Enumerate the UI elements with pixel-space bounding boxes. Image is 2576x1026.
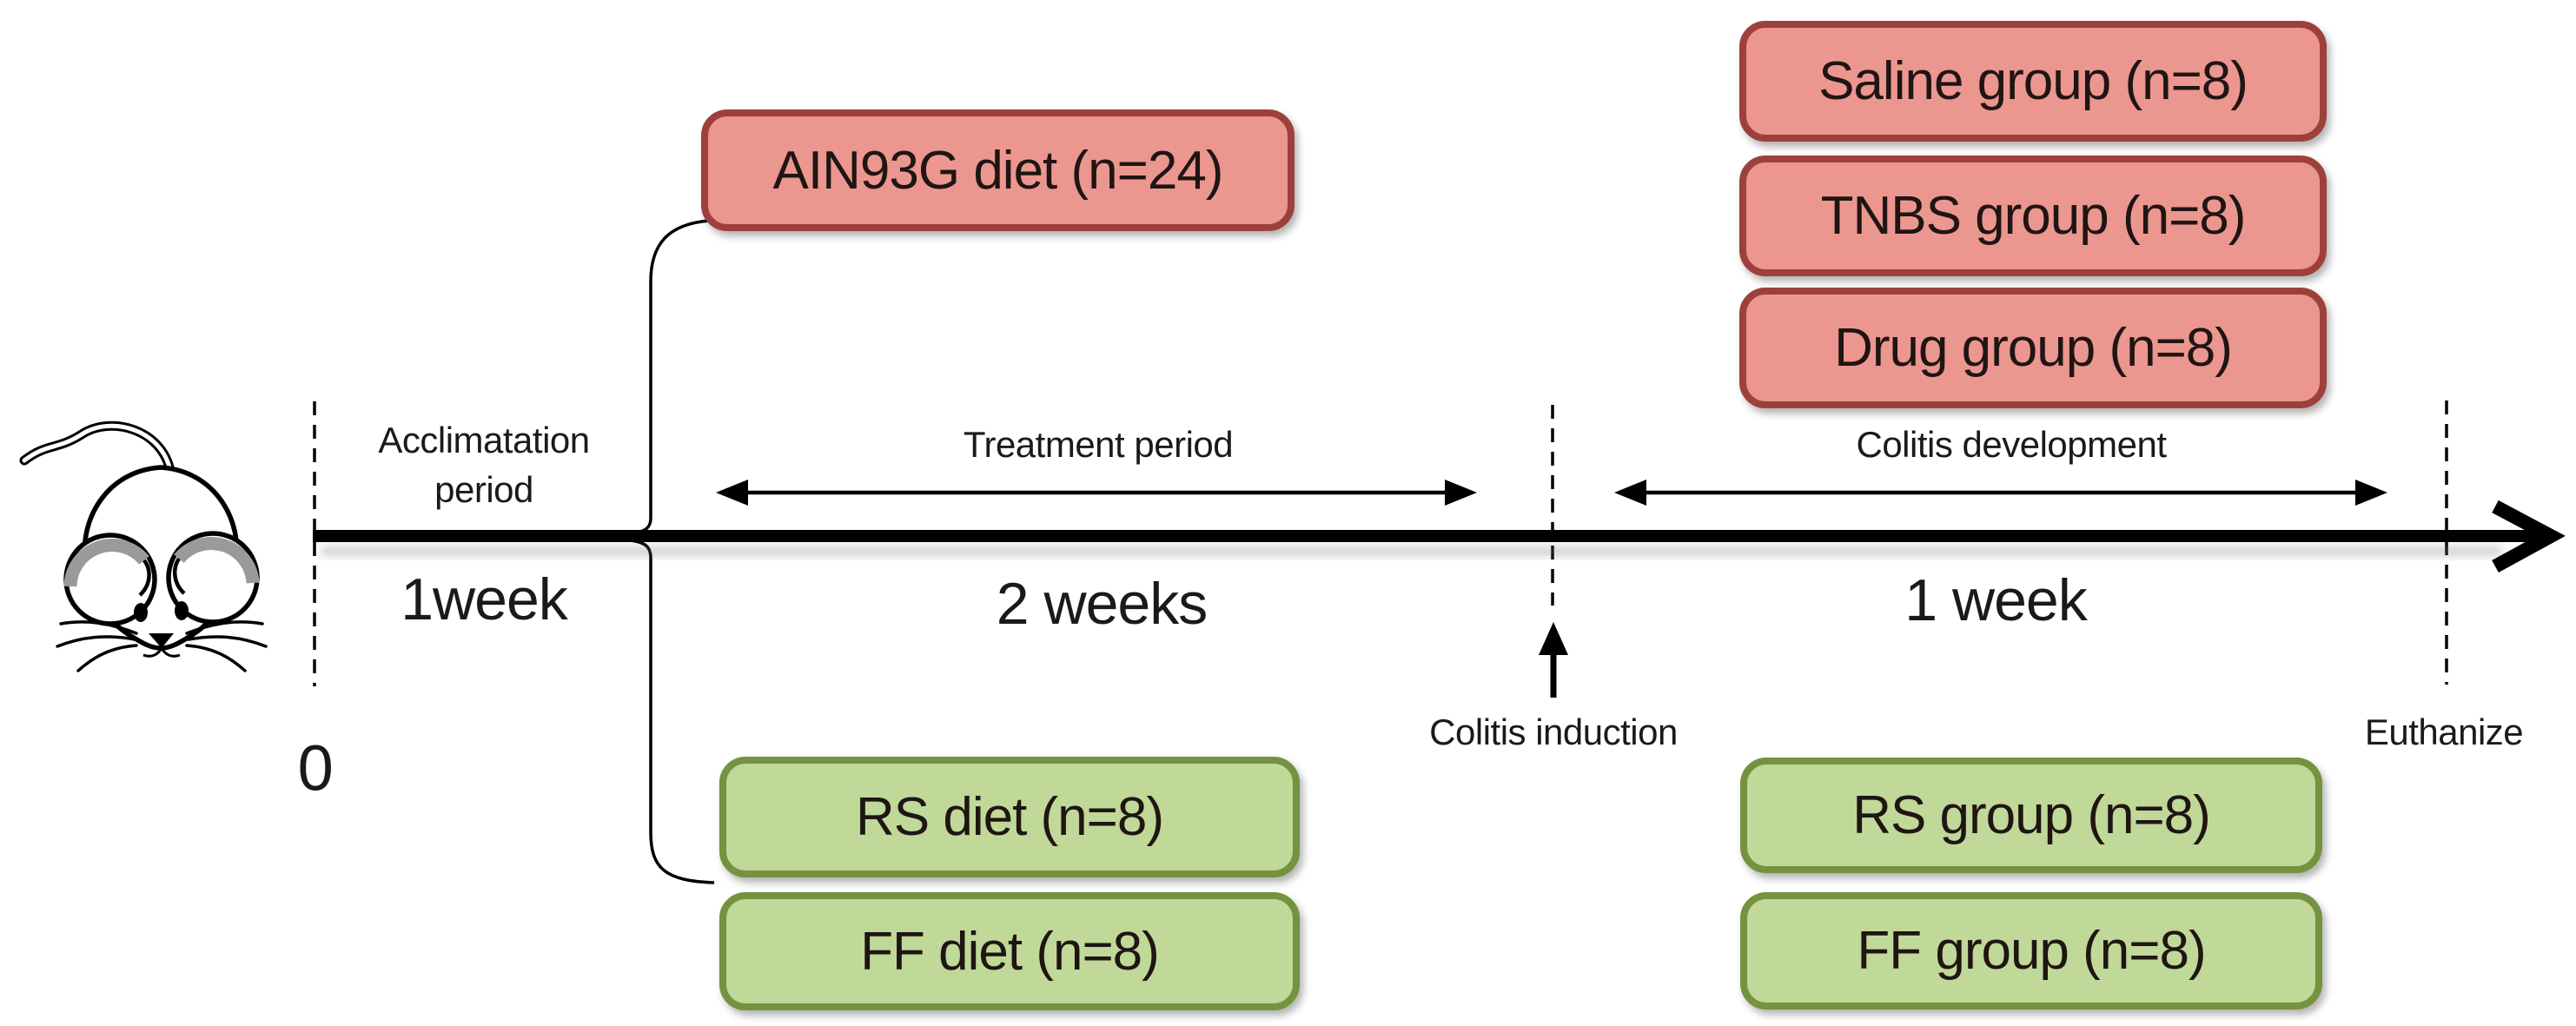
mouse-mouth-left: [142, 647, 163, 658]
mouse-left-ear-shading: [63, 539, 149, 587]
main-timeline-bar: [313, 530, 2537, 542]
mouse-tail-inner: [22, 423, 173, 473]
group-split-connector-bottom: [621, 538, 715, 884]
acclimation-period-label: Acclimatation period: [378, 420, 590, 511]
ff-diet-box: FF diet (n=8): [719, 892, 1300, 1010]
drug-group-box: Drug group (n=8): [1739, 288, 2327, 408]
ff-group-box: FF group (n=8): [1740, 892, 2322, 1009]
colitis-induction-up-arrow: [1539, 622, 1568, 698]
colitis-development-duration-label: 1 week: [1904, 567, 2087, 633]
acclimation-duration-label: 1week: [401, 566, 568, 632]
euthanize-label: Euthanize: [2364, 712, 2524, 752]
rs-group-box: RS group (n=8): [1740, 758, 2322, 873]
colitis-development-label: Colitis development: [1856, 424, 2167, 465]
mouse-right-ear-fold: [172, 557, 186, 595]
mouse-illustration: [9, 415, 287, 685]
mouse-mouth-right: [160, 647, 181, 658]
rs-diet-box: RS diet (n=8): [719, 757, 1300, 877]
colitis-induction-label: Colitis induction: [1429, 712, 1678, 752]
mouse-whiskers: [56, 620, 268, 672]
saline-group-box: Saline group (n=8): [1739, 21, 2327, 142]
treatment-duration-label: 2 weeks: [996, 571, 1208, 637]
mouse-right-eye: [175, 601, 189, 620]
treatment-period-label: Treatment period: [963, 424, 1234, 465]
colitis-development-span-arrow: [1614, 480, 2387, 506]
timeline-origin-label: 0: [297, 731, 334, 804]
tnbs-group-box: TNBS group (n=8): [1739, 156, 2327, 276]
timeline-shadow: [321, 546, 2502, 556]
mouse-nose: [149, 633, 174, 648]
mouse-right-ear-shading: [174, 537, 260, 584]
mouse-left-eye: [134, 603, 148, 622]
mouse-left-ear-fold: [138, 559, 151, 597]
mouse-icon: [19, 420, 268, 672]
main-timeline-arrowhead: [2492, 500, 2566, 573]
ain93g-diet-box: AIN93G diet (n=24): [701, 109, 1295, 231]
treatment-period-span-arrow: [716, 480, 1477, 506]
